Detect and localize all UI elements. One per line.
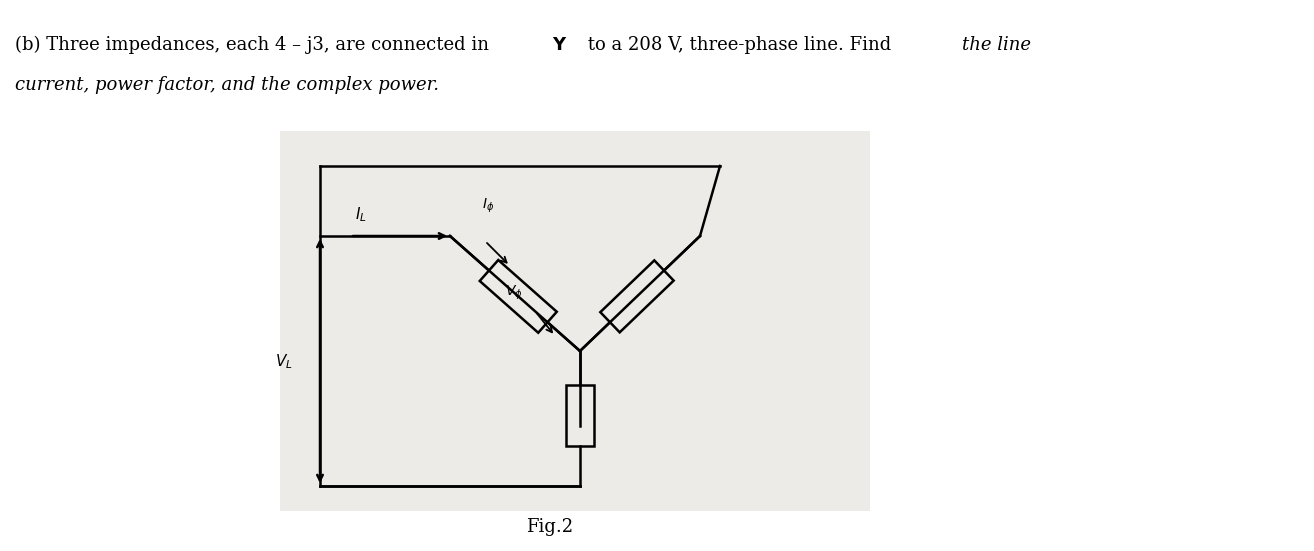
Text: $V_L$: $V_L$ (275, 352, 293, 371)
Text: to a 208 V, three-phase line. Find: to a 208 V, three-phase line. Find (582, 36, 897, 54)
Text: (b) Three impedances, each 4 – j3, are connected in: (b) Three impedances, each 4 – j3, are c… (14, 36, 495, 54)
Text: Fig.2: Fig.2 (527, 518, 574, 536)
Text: $I_\phi$: $I_\phi$ (482, 197, 494, 215)
Text: $\bf{Y}$: $\bf{Y}$ (552, 36, 568, 54)
Text: $V_\phi$: $V_\phi$ (505, 284, 523, 302)
Polygon shape (280, 131, 870, 511)
Text: $I_L$: $I_L$ (355, 205, 367, 224)
Text: current, power factor, and the complex power.: current, power factor, and the complex p… (14, 76, 439, 94)
Text: the line: the line (962, 36, 1031, 54)
